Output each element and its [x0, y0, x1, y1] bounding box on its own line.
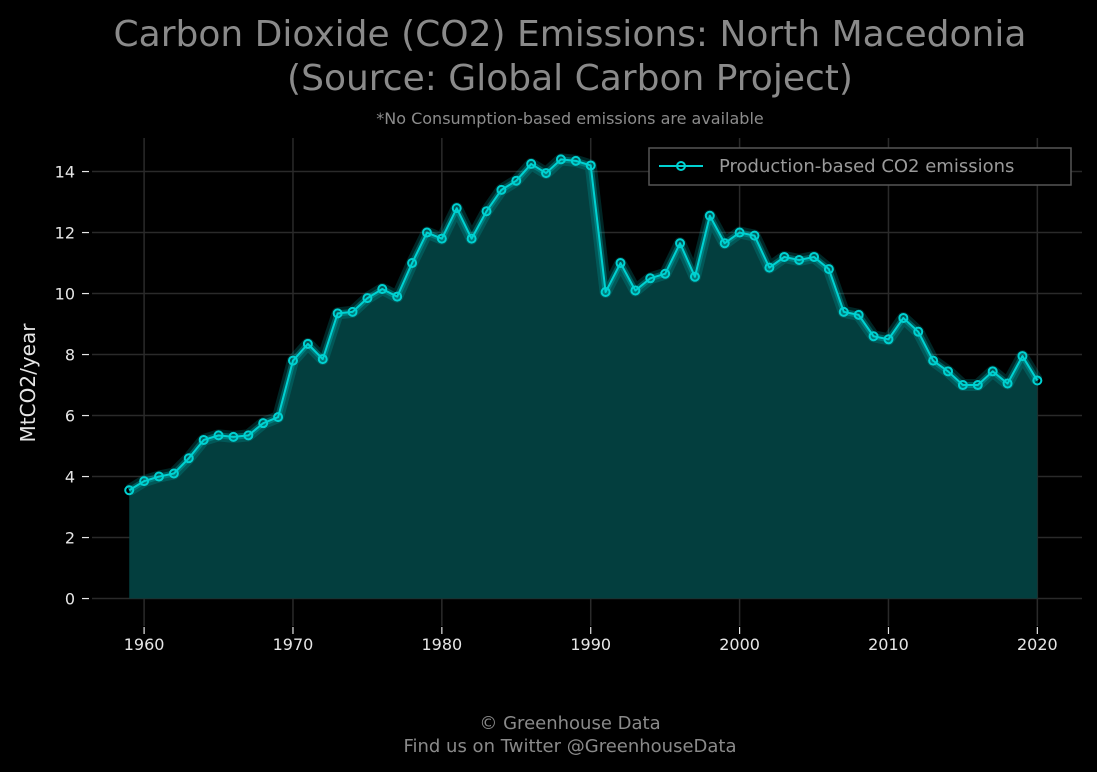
- data-point: [124, 485, 135, 496]
- x-tick-label: 2020: [1017, 635, 1058, 654]
- data-point: [675, 238, 686, 249]
- data-point: [273, 412, 284, 423]
- data-point: [332, 308, 343, 319]
- legend-marker-swatch: [676, 161, 686, 171]
- y-axis: 0 2 4 6 8 10 12 14: [55, 163, 89, 609]
- y-tick-label: 10: [55, 285, 75, 304]
- data-point: [734, 227, 745, 238]
- x-tick-label: 1970: [273, 635, 314, 654]
- y-tick-label: 6: [65, 407, 75, 426]
- x-tick-label: 2010: [868, 635, 909, 654]
- data-point: [481, 206, 492, 217]
- data-point: [838, 306, 849, 317]
- x-axis: 1960 1970 1980 1990 2000 2010 2020: [124, 627, 1058, 654]
- data-point: [868, 331, 879, 342]
- x-tick-label: 1990: [570, 635, 611, 654]
- data-point: [615, 258, 626, 269]
- data-point: [362, 293, 373, 304]
- data-point: [600, 287, 611, 298]
- data-point: [1002, 378, 1013, 389]
- data-point: [496, 184, 507, 195]
- data-point: [794, 255, 805, 265]
- data-point: [436, 233, 447, 244]
- data-point: [198, 434, 209, 445]
- area-layer: [124, 153, 1043, 599]
- data-point: [809, 251, 820, 262]
- data-point: [183, 453, 194, 464]
- area-fill: [129, 159, 1038, 599]
- data-point: [719, 238, 730, 249]
- y-tick-label: 4: [65, 468, 75, 487]
- data-point: [585, 160, 596, 171]
- y-tick-label: 0: [65, 590, 75, 609]
- data-point: [898, 312, 909, 323]
- legend-box: [648, 147, 1072, 186]
- x-tick-label: 1980: [421, 635, 462, 654]
- data-point: [466, 233, 477, 244]
- data-point: [347, 306, 358, 317]
- data-point: [689, 271, 700, 282]
- y-tick-label: 12: [55, 224, 75, 243]
- data-point: [928, 355, 939, 366]
- chart-title-line1: Carbon Dioxide (CO2) Emissions: North Ma…: [114, 14, 1027, 55]
- data-point: [823, 264, 834, 275]
- data-point: [749, 230, 760, 241]
- x-tick-label: 1960: [124, 635, 165, 654]
- data-point: [645, 273, 656, 284]
- data-point: [957, 380, 968, 391]
- data-point: [1032, 375, 1043, 386]
- data-point: [779, 251, 790, 262]
- y-tick-label: 8: [65, 346, 75, 365]
- data-point: [228, 431, 239, 442]
- data-point: [392, 291, 403, 302]
- data-point: [451, 203, 462, 214]
- data-point: [853, 309, 864, 320]
- data-point: [258, 418, 269, 429]
- data-point: [302, 338, 313, 349]
- data-point: [526, 158, 537, 169]
- series-line: [128, 158, 1039, 492]
- data-point: [972, 380, 983, 391]
- data-point: [421, 227, 432, 238]
- data-point: [243, 430, 254, 441]
- x-tick-label: 2000: [719, 635, 760, 654]
- data-point: [630, 285, 641, 296]
- data-point: [913, 326, 924, 337]
- data-point: [943, 366, 954, 377]
- data-point: [704, 210, 715, 221]
- data-point: [1017, 351, 1028, 362]
- data-point: [213, 430, 224, 441]
- data-point: [287, 355, 298, 366]
- legend: Production-based CO2 emissions: [648, 147, 1072, 186]
- footer-twitter: Find us on Twitter @GreenhouseData: [403, 736, 736, 757]
- data-point: [883, 334, 894, 345]
- data-point: [317, 354, 328, 365]
- data-point: [139, 476, 150, 487]
- data-point: [570, 155, 581, 166]
- legend-label: Production-based CO2 emissions: [719, 156, 1014, 177]
- y-axis-label: MtCO2/year: [16, 323, 40, 443]
- footer-copyright: © Greenhouse Data: [479, 713, 660, 734]
- data-point: [987, 366, 998, 377]
- data-point: [555, 154, 566, 165]
- data-point: [153, 471, 164, 482]
- data-point: [541, 168, 552, 179]
- chart-title-line2: (Source: Global Carbon Project): [287, 58, 853, 99]
- y-tick-label: 14: [55, 163, 75, 182]
- y-tick-label: 2: [65, 529, 75, 548]
- data-point: [764, 262, 775, 273]
- data-point: [660, 268, 671, 279]
- data-point: [511, 175, 522, 186]
- chart-subtitle: *No Consumption-based emissions are avai…: [376, 109, 764, 128]
- data-point: [377, 283, 388, 294]
- data-point: [168, 468, 179, 479]
- data-point: [407, 258, 418, 269]
